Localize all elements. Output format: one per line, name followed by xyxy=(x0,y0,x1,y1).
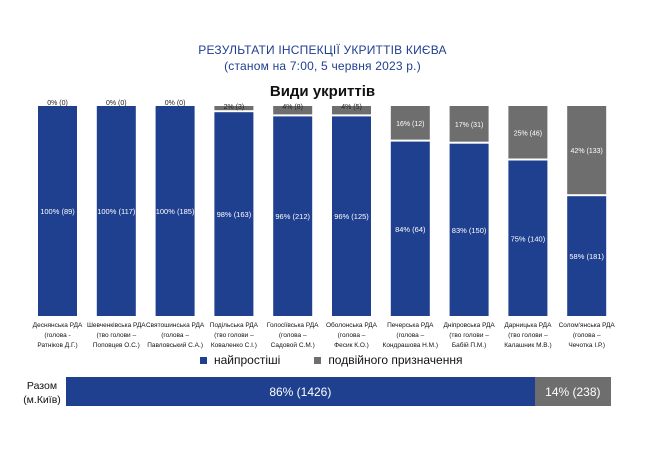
bar-dual-4 xyxy=(273,106,313,115)
chart-legend: найпростіші подвійного призначення xyxy=(200,352,496,368)
category-label-4-0: Голосіївська РДА xyxy=(267,321,319,329)
category-label-0-0: Деснянська РДА xyxy=(33,322,83,329)
label-simplest-3: 98% (163) xyxy=(217,210,252,219)
category-label-3-1: (тво голови – xyxy=(214,332,254,339)
category-label-1-2: Поповцев О.С.) xyxy=(93,342,140,349)
category-label-7-2: Бабій П.М.) xyxy=(452,341,486,349)
label-simplest-2: 100% (185) xyxy=(156,207,195,216)
category-label-5-2: Фесик К.О.) xyxy=(334,342,369,349)
category-label-5-1: (голова – xyxy=(338,332,366,339)
category-label-6-2: Кондрашова Н.М.) xyxy=(383,342,439,349)
bar-simplest-8 xyxy=(508,160,548,316)
category-label-2-2: Павловський С.А.) xyxy=(147,341,203,349)
label-simplest-4: 96% (212) xyxy=(275,212,310,221)
total-simplest-label: 86% (1426) xyxy=(269,384,332,399)
bar-simplest-9 xyxy=(567,196,607,316)
chart-title: Види укриттів xyxy=(269,83,376,100)
bar-simplest-2 xyxy=(155,106,195,316)
category-label-7-0: Дніпровська РДА xyxy=(443,321,495,329)
label-simplest-1: 100% (117) xyxy=(97,207,136,216)
bar-dual-5 xyxy=(332,106,371,115)
total-label: Разом (м.Київ) xyxy=(23,380,61,406)
bar-dual-7 xyxy=(449,106,489,142)
category-label-6-0: Печерська РДА xyxy=(387,322,434,329)
bar-simplest-3 xyxy=(214,112,254,316)
category-label-7-1: (тво голови – xyxy=(449,332,489,339)
total-segment-simplest: 86% (1426) xyxy=(66,377,535,406)
bar-dual-8 xyxy=(508,106,548,159)
bar-dual-6 xyxy=(390,106,430,140)
category-label-3-0: Подільська РДА xyxy=(210,321,259,329)
category-label-8-0: Дарницька РДА xyxy=(504,322,552,329)
page-title: РЕЗУЛЬТАТИ ІНСПЕКЦІЇ УКРИТТІВ КИЄВА xyxy=(198,43,447,57)
category-label-1-0: Шевченківська РДА xyxy=(87,321,146,329)
category-label-5-0: Оболонська РДА xyxy=(326,321,378,329)
bar-simplest-0 xyxy=(38,106,77,316)
bar-simplest-1 xyxy=(96,106,136,316)
legend-swatch-dual xyxy=(314,356,322,364)
label-simplest-8: 75% (140) xyxy=(511,234,546,243)
category-label-0-1: (голова - xyxy=(44,332,70,339)
legend-item-dual: подвійного призначення xyxy=(314,353,462,367)
label-dual-9: 42% (133) xyxy=(571,148,603,155)
category-label-9-2: Чечотка І.Р.) xyxy=(568,342,605,349)
legend-item-simplest: найпростіші xyxy=(200,353,280,367)
label-dual-4: 4% (8) xyxy=(282,104,303,111)
label-simplest-7: 83% (150) xyxy=(452,226,487,235)
category-label-3-2: Коваленко С.І.) xyxy=(211,342,257,349)
total-segment-dual: 14% (238) xyxy=(534,377,611,406)
bar-simplest-5 xyxy=(332,116,371,317)
legend-swatch-simplest xyxy=(200,356,207,364)
bar-simplest-6 xyxy=(390,141,430,316)
bar-dual-3 xyxy=(214,106,254,111)
category-label-2-0: Святошинська РДА xyxy=(146,322,205,329)
category-label-4-1: (голова – xyxy=(279,332,307,339)
category-label-8-2: Калашник М.В.) xyxy=(504,342,551,349)
label-dual-2: 0% (0) xyxy=(165,100,186,107)
label-dual-5: 4% (5) xyxy=(341,104,362,111)
label-simplest-5: 96% (125) xyxy=(334,212,369,221)
label-simplest-6: 84% (64) xyxy=(395,225,426,234)
bar-dual-9 xyxy=(567,106,607,195)
category-label-0-2: Ратніков Д.Г.) xyxy=(37,341,77,349)
label-dual-1: 0% (0) xyxy=(106,100,127,107)
label-dual-7: 17% (31) xyxy=(455,122,483,129)
category-label-9-0: Солом'янська РДА xyxy=(559,322,616,329)
label-simplest-9: 58% (181) xyxy=(569,252,604,261)
bar-simplest-7 xyxy=(449,143,489,316)
label-dual-0: 0% (0) xyxy=(47,100,68,107)
legend-label-simplest: найпростіші xyxy=(214,353,281,367)
label-simplest-0: 100% (89) xyxy=(40,207,75,216)
category-label-8-1: (тво голови – xyxy=(508,332,548,339)
total-dual-label: 14% (238) xyxy=(545,384,601,399)
label-dual-6: 16% (12) xyxy=(396,121,424,128)
page-subtitle-date: (станом на 7:00, 5 червня 2023 р.) xyxy=(224,59,421,73)
category-label-2-1: (голова – xyxy=(161,332,189,339)
category-label-1-1: (тво голови – xyxy=(96,332,136,339)
category-label-9-1: (голова – xyxy=(573,332,601,339)
total-bar: 86% (1426) 14% (238) xyxy=(66,377,611,406)
label-dual-3: 2% (3) xyxy=(224,104,245,111)
label-dual-8: 25% (46) xyxy=(514,130,542,137)
bar-simplest-4 xyxy=(273,116,313,317)
legend-label-dual: подвійного призначення xyxy=(328,353,463,367)
category-label-4-2: Садовой С.М.) xyxy=(271,341,315,349)
category-label-6-1: (голова – xyxy=(396,332,424,339)
